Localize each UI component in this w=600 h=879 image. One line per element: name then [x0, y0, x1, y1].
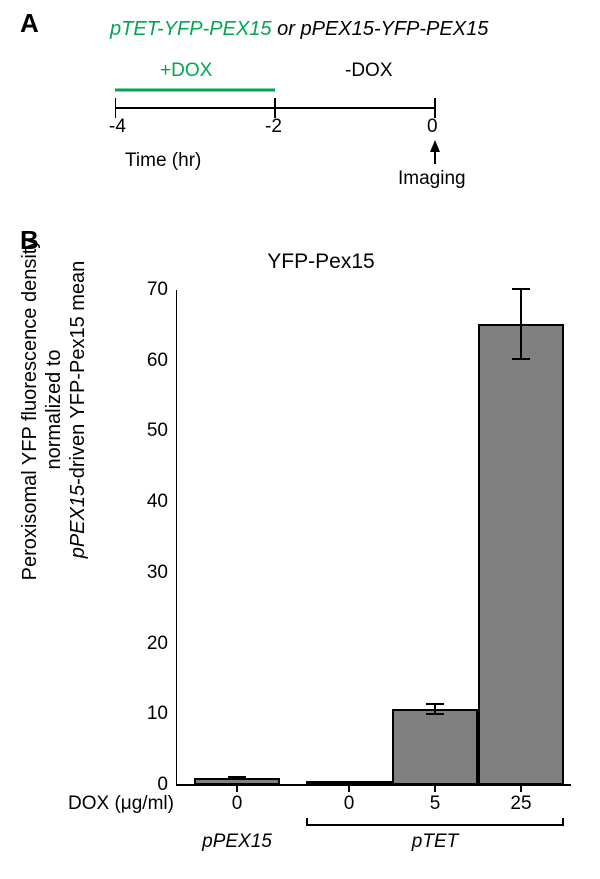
group-bracket: [306, 817, 564, 831]
error-cap: [426, 703, 444, 705]
y-axis-title-3: pPEX15-driven YFP-Pex15 mean: [66, 290, 86, 785]
y-axis-line3-rest: -driven YFP-Pex15 mean: [67, 261, 89, 485]
y-tick-label: 10: [128, 703, 168, 725]
tick-label-zero: 0: [427, 116, 438, 138]
time-axis-label: Time (hr): [125, 150, 201, 172]
panel-a-label: A: [20, 8, 39, 39]
y-tick-label: 70: [128, 279, 168, 301]
dox-minus-label: -DOX: [345, 60, 393, 82]
timeline-diagram: +DOX -DOX -4 -2 0 Time (hr) Imaging: [115, 60, 475, 210]
y-axis-line3-ital: pPEX15: [67, 485, 89, 558]
error-cap: [512, 288, 530, 290]
bar: [392, 709, 478, 785]
y-axis-title-2: normalized to: [42, 290, 62, 785]
error-cap: [426, 713, 444, 715]
tick-label-minus2: -2: [265, 116, 282, 138]
dox-plus-label: +DOX: [160, 60, 212, 82]
y-tick-label: 30: [128, 562, 168, 584]
title-green: pTET-YFP-PEX15: [110, 18, 272, 40]
y-axis-title: Peroxisomal YFP fluorescence density: [18, 290, 38, 785]
panel-b: YFP-Pex15 Peroxisomal YFP fluorescence d…: [46, 230, 596, 870]
x-group-label: pTET: [306, 831, 564, 853]
title-black: pPEX15-YFP-PEX15: [300, 18, 488, 40]
y-tick-label: 60: [128, 350, 168, 372]
tick-label-minus4: -4: [109, 116, 126, 138]
error-cap: [340, 783, 358, 785]
chart-title: YFP-Pex15: [46, 250, 596, 274]
imaging-arrow-head: [430, 140, 440, 152]
error-cap: [512, 358, 530, 360]
y-tick-label: 40: [128, 491, 168, 513]
error-cap: [228, 778, 246, 780]
error-bar: [520, 289, 522, 358]
imaging-label: Imaging: [398, 168, 466, 190]
x-group-label: pPEX15: [194, 831, 280, 853]
panel-a-title: pTET-YFP-PEX15 or pPEX15-YFP-PEX15: [110, 18, 488, 41]
bar: [478, 324, 564, 785]
x-tick-label: 25: [478, 793, 564, 815]
x-tick-label: 5: [392, 793, 478, 815]
y-tick-label: 50: [128, 420, 168, 442]
x-tick-label: 0: [306, 793, 392, 815]
dox-axis-title: DOX (μg/ml): [68, 793, 174, 815]
x-tick-label: 0: [194, 793, 280, 815]
y-tick-label: 20: [128, 633, 168, 655]
chart-plot-area: 01020304050607000525pPEX15pTET: [176, 290, 571, 785]
y-axis-line2a: normalized to: [43, 349, 65, 469]
y-axis-line1: Peroxisomal YFP fluorescence density: [19, 239, 41, 581]
panel-a: pTET-YFP-PEX15 or pPEX15-YFP-PEX15 +DOX …: [50, 10, 590, 210]
title-or: or: [272, 18, 301, 40]
